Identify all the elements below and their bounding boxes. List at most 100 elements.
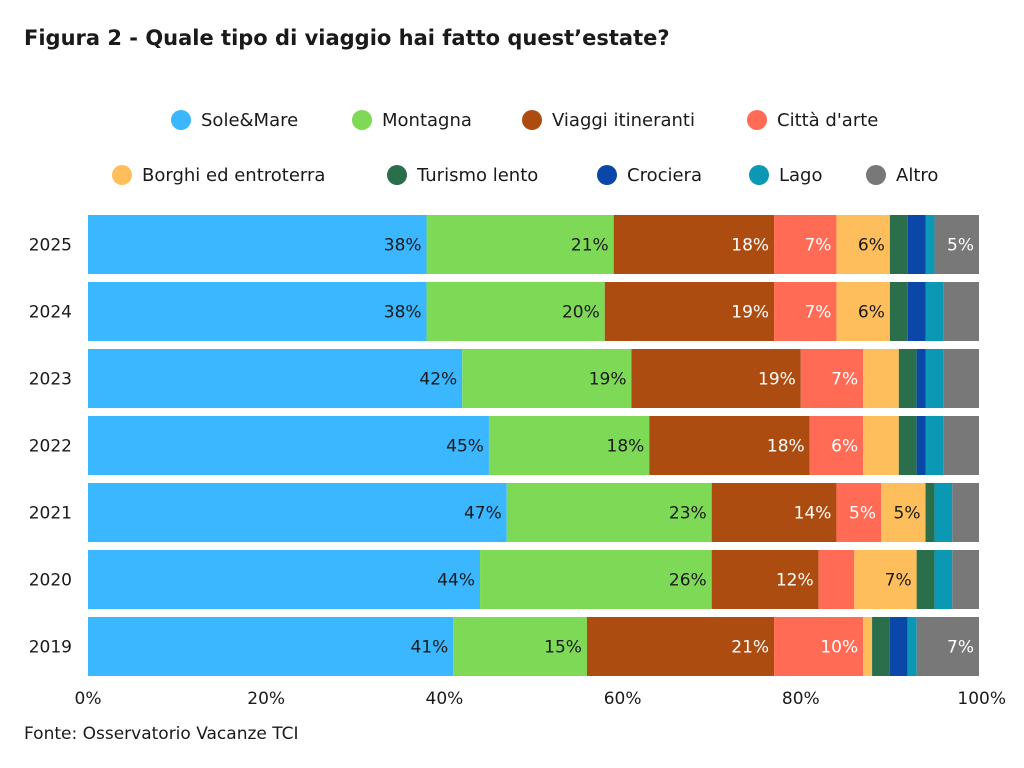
bar-segment-lago-2021 (934, 483, 953, 542)
bar-segment-sole-mare-2025 (88, 215, 427, 274)
data-label-montagna-2022: 18% (607, 437, 645, 457)
bar-segment-citt-d-arte-2024 (774, 282, 837, 341)
legend-item-altro: Altro (866, 165, 938, 186)
bar-segment-altro-2020 (952, 550, 979, 609)
bar-segment-turismo-lento-2019 (872, 617, 890, 676)
bar-segment-montagna-2024 (426, 282, 605, 341)
bar-segment-borghi-ed-entroterra-2025 (836, 215, 890, 274)
data-label-borghi-ed-entroterra-2020: 7% (885, 571, 912, 591)
bar-segment-citt-d-arte-2022 (809, 416, 864, 475)
data-label-sole-mare-2021: 47% (464, 504, 502, 524)
data-label-citt-d-arte-2024: 7% (804, 303, 831, 323)
bar-segment-lago-2022 (925, 416, 944, 475)
data-label-sole-mare-2025: 38% (384, 236, 422, 256)
y-tick-label-2019: 2019 (29, 638, 72, 658)
legend-swatch (112, 165, 132, 185)
data-label-sole-mare-2023: 42% (419, 370, 457, 390)
legend-label: Borghi ed entroterra (142, 165, 325, 186)
chart-title: Figura 2 - Quale tipo di viaggio hai fat… (24, 26, 670, 50)
bar-segment-turismo-lento-2024 (889, 282, 908, 341)
data-label-viaggi-itineranti-2020: 12% (776, 571, 814, 591)
bar-segment-montagna-2019 (453, 617, 587, 676)
x-tick-label-3: 60% (604, 689, 642, 709)
bar-segment-lago-2024 (925, 282, 944, 341)
data-label-sole-mare-2024: 38% (384, 303, 422, 323)
bar-segment-altro-2024 (943, 282, 979, 341)
bar-segment-altro-2022 (943, 416, 979, 475)
data-label-borghi-ed-entroterra-2025: 6% (858, 236, 885, 256)
bar-segment-viaggi-itineranti-2023 (631, 349, 801, 408)
legend-swatch (749, 165, 769, 185)
bar-segment-lago-2020 (934, 550, 953, 609)
data-label-viaggi-itineranti-2019: 21% (731, 638, 769, 658)
bar-segment-altro-2019 (916, 617, 979, 676)
legend: Sole&Mare Montagna Viaggi itineranti Città … (112, 110, 938, 186)
y-tick-label-2023: 2023 (29, 370, 72, 390)
legend-item-turismo-lento: Turismo lento (387, 165, 538, 186)
bar-segment-montagna-2023 (462, 349, 632, 408)
bar-segment-crociera-2024 (907, 282, 926, 341)
y-tick-label-2025: 2025 (29, 236, 72, 256)
legend-label: Turismo lento (416, 165, 538, 186)
data-label-sole-mare-2019: 41% (411, 638, 449, 658)
legend-label: Sole&Mare (201, 110, 298, 131)
bar-segment-viaggi-itineranti-2020 (711, 550, 819, 609)
bar-segment-turismo-lento-2022 (898, 416, 917, 475)
y-tick-label-2022: 2022 (29, 437, 72, 457)
bar-segment-borghi-ed-entroterra-2019 (863, 617, 873, 676)
legend-swatch (171, 110, 191, 130)
bar-segment-sole-mare-2021 (88, 483, 507, 542)
data-label-montagna-2024: 20% (562, 303, 600, 323)
bar-segment-turismo-lento-2020 (916, 550, 935, 609)
data-label-montagna-2025: 21% (571, 236, 609, 256)
chart-source: Fonte: Osservatorio Vacanze TCI (24, 724, 299, 744)
data-label-viaggi-itineranti-2024: 19% (731, 303, 769, 323)
data-label-sole-mare-2020: 44% (437, 571, 475, 591)
legend-label: Viaggi itineranti (552, 110, 695, 131)
bar-segment-borghi-ed-entroterra-2022 (863, 416, 899, 475)
bar-segment-sole-mare-2023 (88, 349, 463, 408)
bar-segment-viaggi-itineranti-2025 (613, 215, 775, 274)
x-tick-label-4: 80% (782, 689, 820, 709)
bar-segment-crociera-2019 (889, 617, 908, 676)
y-tick-label-2024: 2024 (29, 303, 72, 323)
legend-item-crociera: Crociera (597, 165, 702, 186)
legend-item-lago: Lago (749, 165, 823, 186)
data-label-montagna-2020: 26% (669, 571, 707, 591)
legend-swatch (597, 165, 617, 185)
x-tick-label-1: 20% (247, 689, 285, 709)
bar-segment-citt-d-arte-2021 (836, 483, 881, 542)
bars: 38% 21% 18% 7% 6% 5%38% 20% 19% 7% 6%42% 19% 19% 7%4… (88, 215, 979, 676)
legend-swatch (352, 110, 372, 130)
legend-label: Lago (779, 165, 823, 186)
data-label-altro-2019: 7% (947, 638, 974, 658)
bar-segment-viaggi-itineranti-2022 (649, 416, 810, 475)
bar-segment-montagna-2025 (426, 215, 614, 274)
x-tick-label-2: 40% (426, 689, 464, 709)
data-label-montagna-2021: 23% (669, 504, 707, 524)
bar-segment-citt-d-arte-2023 (800, 349, 864, 408)
legend-label: Altro (896, 165, 938, 186)
y-tick-label-2020: 2020 (29, 571, 72, 591)
bar-segment-montagna-2020 (480, 550, 712, 609)
bar-segment-viaggi-itineranti-2024 (604, 282, 775, 341)
bar-row-2022: 45% 18% 18% 6% (88, 416, 979, 475)
bar-row-2025: 38% 21% 18% 7% 6% 5% (88, 215, 979, 274)
bar-segment-sole-mare-2024 (88, 282, 427, 341)
data-label-sole-mare-2022: 45% (446, 437, 484, 457)
bar-segment-lago-2025 (925, 215, 935, 274)
bar-segment-crociera-2022 (916, 416, 926, 475)
bar-row-2024: 38% 20% 19% 7% 6% (88, 282, 979, 341)
bar-segment-crociera-2025 (907, 215, 926, 274)
legend-swatch (866, 165, 886, 185)
legend-label: Crociera (627, 165, 702, 186)
bar-segment-crociera-2023 (916, 349, 926, 408)
legend-item-montagna: Montagna (352, 110, 472, 131)
bar-segment-borghi-ed-entroterra-2020 (854, 550, 917, 609)
legend-item-viaggi-itineranti: Viaggi itineranti (522, 110, 695, 131)
data-label-viaggi-itineranti-2025: 18% (731, 236, 769, 256)
legend-item-sole-mare: Sole&Mare (171, 110, 298, 131)
bar-segment-turismo-lento-2025 (889, 215, 908, 274)
legend-item-citt-d-arte: Città d'arte (747, 110, 878, 131)
